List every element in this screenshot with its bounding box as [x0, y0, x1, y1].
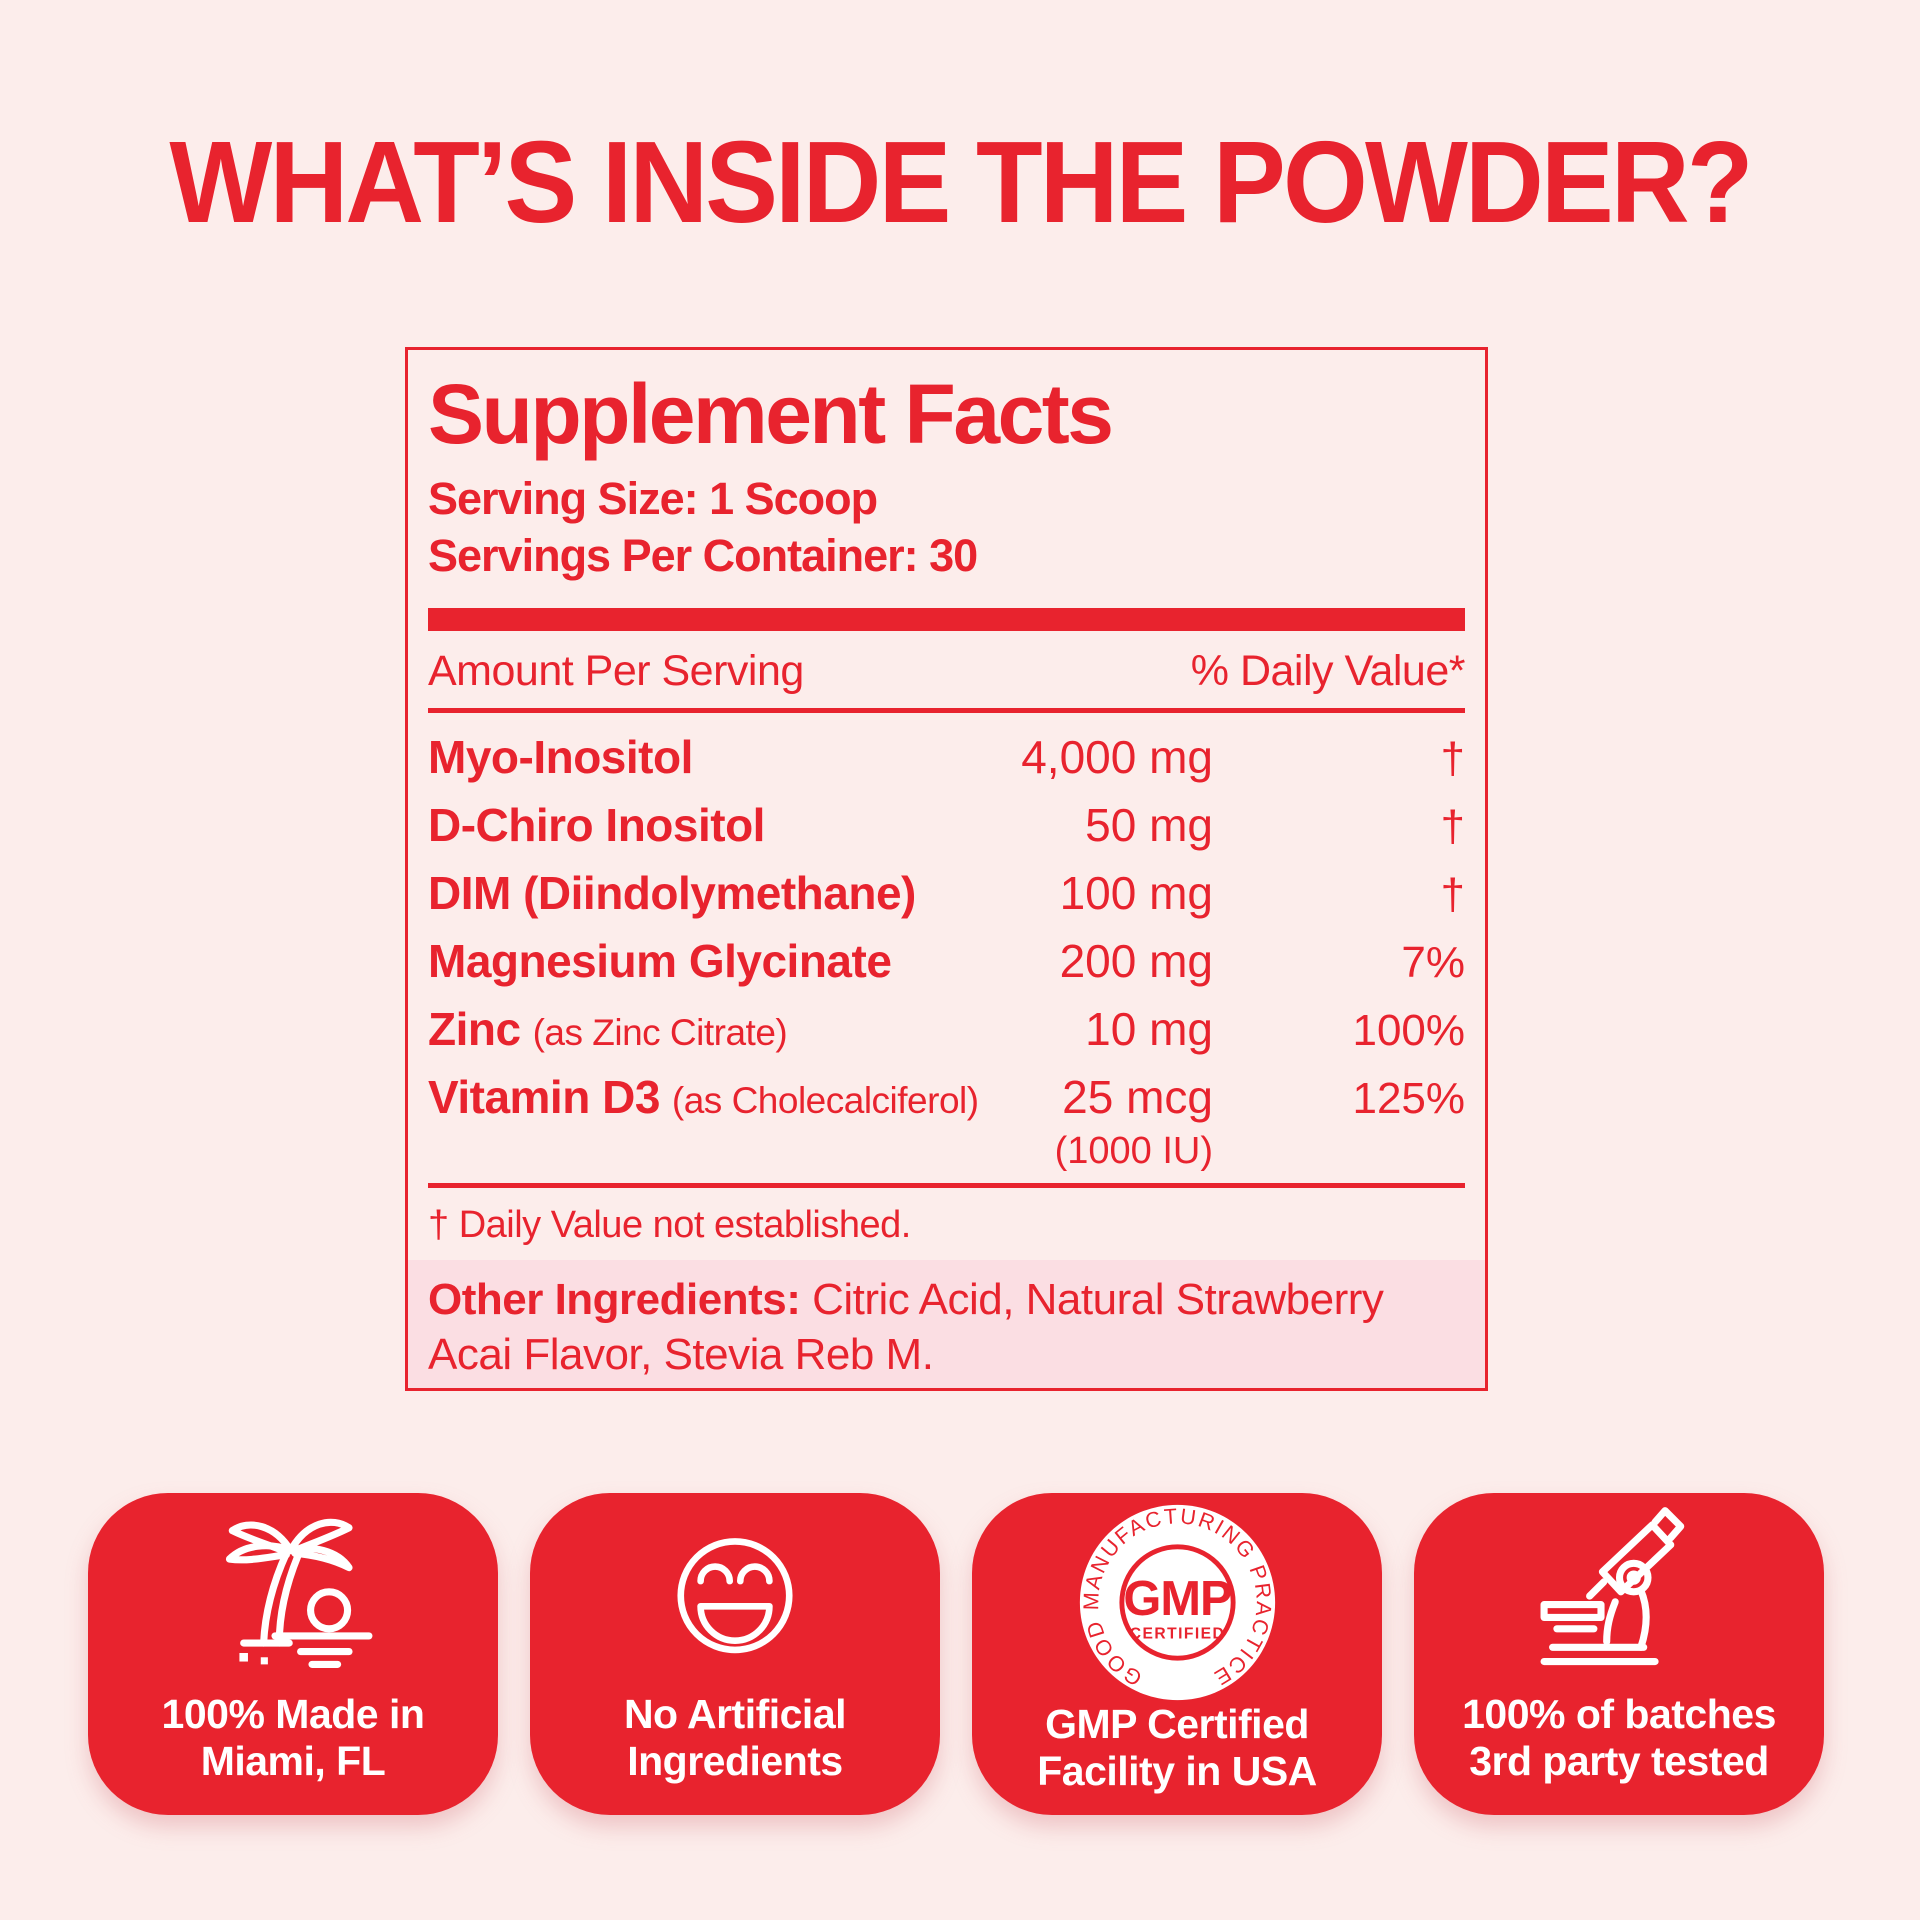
nutrient-amount: 25 mcg: [1062, 1071, 1214, 1123]
nutrient-amount: 10 mg: [1085, 1003, 1214, 1055]
badge-caption-line2: Ingredients: [627, 1738, 843, 1784]
nutrient-name: DIM (Diindolymethane): [428, 867, 916, 919]
badge-caption-line2: 3rd party tested: [1469, 1738, 1769, 1784]
table-row: D-Chiro Inositol 50 mg †: [428, 793, 1465, 861]
nutrient-daily-value: 7%: [1401, 938, 1466, 987]
column-amount-per-serving: Amount Per Serving: [428, 647, 804, 695]
thick-divider: [428, 608, 1465, 631]
badge-caption-line1: 100% of batches: [1462, 1691, 1776, 1737]
page-title: WHAT’S INSIDE THE POWDER?: [169, 117, 1753, 247]
smiley-icon: [649, 1503, 821, 1691]
nutrient-note: (as Zinc Citrate): [532, 1012, 788, 1053]
badge-caption-line2: Miami, FL: [200, 1738, 386, 1784]
nutrient-name: Zinc: [428, 1003, 521, 1055]
table-row: Vitamin D3 (as Cholecalciferol) 25 mcg (1…: [428, 1065, 1465, 1173]
supplement-facts-heading: Supplement Facts: [428, 367, 1114, 461]
nutrient-amount: 50 mg: [1085, 799, 1214, 851]
badge-gmp-certified: GOOD MANUFACTURING PRACTICE GMP CERTIFIE…: [972, 1493, 1382, 1815]
thin-divider: [428, 708, 1465, 713]
badge-caption-line1: 100% Made in: [161, 1691, 425, 1737]
nutrient-daily-value: †: [1440, 870, 1465, 919]
badge-caption-line1: No Artificial: [623, 1691, 847, 1737]
nutrient-table: Myo-Inositol 4,000 mg † D-Chiro Inositol…: [428, 725, 1465, 1173]
thin-divider: [428, 1183, 1465, 1188]
other-ingredients-label: Other Ingredients:: [428, 1275, 801, 1324]
table-row: DIM (Diindolymethane) 100 mg †: [428, 861, 1465, 929]
serving-size: Serving Size: 1 Scoop: [428, 473, 878, 524]
feature-badges-row: 100% Made in Miami, FL No Artificial Ing…: [88, 1493, 1824, 1815]
nutrient-amount: 100 mg: [1059, 867, 1213, 919]
nutrient-daily-value: †: [1440, 802, 1466, 851]
other-ingredients-line2: Acai Flavor, Stevia Reb M.: [428, 1330, 934, 1379]
nutrient-daily-value: 125%: [1352, 1074, 1466, 1123]
nutrient-daily-value: 100%: [1352, 1006, 1466, 1055]
palm-beach-icon: [201, 1503, 386, 1691]
nutrient-daily-value: †: [1440, 734, 1465, 783]
table-row: Magnesium Glycinate 200 mg 7%: [428, 929, 1465, 997]
badge-caption-line1: GMP Certified: [1045, 1701, 1309, 1747]
other-ingredients-band: Other Ingredients: Citric Acid, Natural …: [408, 1260, 1485, 1388]
gmp-seal-sub-text: CERTIFIED: [1129, 1625, 1225, 1642]
nutrient-name: Magnesium Glycinate: [428, 935, 892, 987]
nutrient-amount: 4,000 mg: [1021, 731, 1213, 783]
badge-made-in-miami: 100% Made in Miami, FL: [88, 1493, 498, 1815]
badge-no-artificial: No Artificial Ingredients: [530, 1493, 940, 1815]
microscope-icon: [1527, 1503, 1712, 1691]
nutrient-amount-iu: (1000 IU): [1054, 1130, 1214, 1172]
serving-info: Serving Size: 1 Scoop Servings Per Conta…: [428, 470, 1465, 584]
nutrient-name: Myo-Inositol: [428, 731, 693, 783]
daily-value-footnote: † Daily Value not established.: [428, 1204, 911, 1246]
column-headers: Amount Per Serving % Daily Value*: [428, 647, 1466, 696]
column-daily-value: % Daily Value*: [1190, 647, 1466, 695]
badge-third-party-tested: 100% of batches 3rd party tested: [1414, 1493, 1824, 1815]
servings-per-container: Servings Per Container: 30: [428, 530, 978, 581]
nutrient-note: (as Cholecalciferol): [671, 1080, 979, 1121]
gmp-seal-icon: GOOD MANUFACTURING PRACTICE GMP CERTIFIE…: [1075, 1503, 1280, 1701]
nutrient-name: Vitamin D3: [428, 1071, 660, 1123]
other-ingredients-line1: Citric Acid, Natural Strawberry: [800, 1275, 1384, 1324]
table-row: Zinc (as Zinc Citrate) 10 mg 100%: [428, 997, 1465, 1065]
gmp-seal-center-text: GMP: [1123, 1572, 1231, 1626]
table-row: Myo-Inositol 4,000 mg †: [428, 725, 1465, 793]
nutrient-amount: 200 mg: [1059, 935, 1214, 987]
supplement-facts-panel: Supplement Facts Serving Size: 1 Scoop S…: [405, 347, 1488, 1391]
badge-caption-line2: Facility in USA: [1037, 1748, 1317, 1794]
nutrient-name: D-Chiro Inositol: [428, 799, 765, 851]
